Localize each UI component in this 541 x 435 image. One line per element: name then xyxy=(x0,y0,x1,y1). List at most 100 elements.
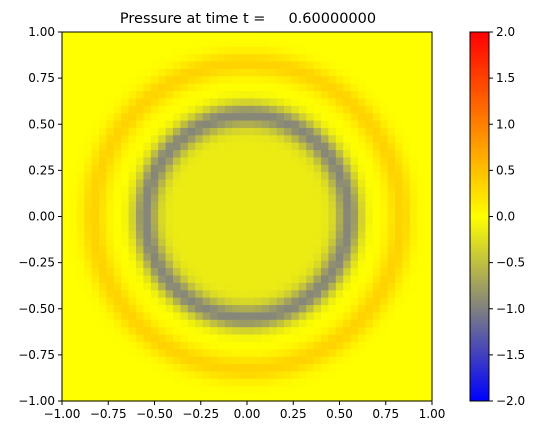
heatmap-cell xyxy=(402,334,411,343)
heatmap-cell xyxy=(358,290,366,299)
heatmap-cell xyxy=(224,334,233,343)
heatmap-cell xyxy=(202,223,211,232)
heatmap-cell xyxy=(128,186,137,195)
heatmap-cell xyxy=(180,305,189,314)
heatmap-cell xyxy=(417,113,426,122)
heatmap-cell xyxy=(321,216,329,225)
heatmap-cell xyxy=(409,246,418,254)
heatmap-cell xyxy=(69,76,78,85)
heatmap-cell xyxy=(321,54,329,63)
heatmap-cell xyxy=(69,290,78,299)
heatmap-cell xyxy=(365,201,374,210)
heatmap-cell xyxy=(143,282,152,291)
heatmap-cell xyxy=(69,349,78,358)
heatmap-cell xyxy=(417,157,426,166)
heatmap-cell xyxy=(217,83,226,92)
heatmap-cell xyxy=(313,246,322,254)
heatmap-cell xyxy=(76,120,85,129)
heatmap-cell xyxy=(380,98,389,107)
heatmap-cell xyxy=(76,172,85,181)
heatmap-cell xyxy=(210,378,218,387)
heatmap-cell xyxy=(150,91,159,100)
heatmap-cell xyxy=(136,83,144,92)
heatmap-cell xyxy=(232,223,241,232)
heatmap-cell xyxy=(313,105,322,114)
heatmap-cell xyxy=(328,319,337,328)
heatmap-cell xyxy=(417,179,426,188)
heatmap-cell xyxy=(210,349,218,358)
heatmap-cell xyxy=(247,223,255,232)
heatmap-cell xyxy=(99,150,107,159)
heatmap-cell xyxy=(335,68,344,77)
heatmap-cell xyxy=(417,223,426,232)
heatmap-cell xyxy=(210,113,218,122)
heatmap-cell xyxy=(202,297,211,306)
heatmap-cell xyxy=(395,32,403,40)
heatmap-cell xyxy=(195,113,204,122)
heatmap-cell xyxy=(372,268,381,277)
heatmap-cell xyxy=(76,378,85,387)
heatmap-cell xyxy=(91,157,100,166)
heatmap-cell xyxy=(269,113,278,122)
heatmap-cell xyxy=(380,201,389,210)
heatmap-cell xyxy=(306,297,315,306)
heatmap-cell xyxy=(321,349,329,358)
heatmap-cell xyxy=(247,39,255,48)
heatmap-cell xyxy=(424,113,433,122)
heatmap-cell xyxy=(417,334,426,343)
heatmap-cell xyxy=(269,371,278,380)
heatmap-cell xyxy=(409,238,418,247)
heatmap-cell xyxy=(321,150,329,159)
heatmap-cell xyxy=(291,120,300,129)
heatmap-cell xyxy=(232,386,241,395)
heatmap-cell xyxy=(91,76,100,85)
heatmap-cell xyxy=(173,223,181,232)
heatmap-cell xyxy=(269,120,278,129)
heatmap-cell xyxy=(417,246,426,254)
heatmap-cell xyxy=(106,378,115,387)
heatmap-cell xyxy=(291,238,300,247)
heatmap-cell xyxy=(358,253,366,262)
heatmap-cell xyxy=(335,186,344,195)
heatmap-cell xyxy=(291,164,300,173)
heatmap-cell xyxy=(173,386,181,395)
heatmap-cell xyxy=(372,127,381,136)
heatmap-cell xyxy=(424,297,433,306)
heatmap-cell xyxy=(291,179,300,188)
heatmap-cell xyxy=(224,76,233,85)
heatmap-cell xyxy=(417,120,426,129)
heatmap-cell xyxy=(365,39,374,48)
heatmap-cell xyxy=(128,113,137,122)
heatmap-cell xyxy=(62,297,70,306)
heatmap-cell xyxy=(202,68,211,77)
heatmap-cell xyxy=(372,341,381,350)
heatmap-cell xyxy=(417,268,426,277)
heatmap-cell xyxy=(298,39,307,48)
heatmap-cell xyxy=(187,179,196,188)
heatmap-cell xyxy=(358,157,366,166)
heatmap-cell xyxy=(321,223,329,232)
heatmap-cell xyxy=(158,349,167,358)
heatmap-cell xyxy=(195,223,204,232)
heatmap-cell xyxy=(76,98,85,107)
heatmap-cell xyxy=(158,341,167,350)
heatmap-cell xyxy=(239,135,248,144)
heatmap-cell xyxy=(84,386,93,395)
heatmap-cell xyxy=(358,39,366,48)
x-tick-label: −1.00 xyxy=(44,407,81,421)
heatmap-cell xyxy=(239,209,248,218)
heatmap-cell xyxy=(365,341,374,350)
heatmap-cell xyxy=(217,61,226,70)
heatmap-cell xyxy=(313,349,322,358)
heatmap-cell xyxy=(328,46,337,55)
heatmap-cell xyxy=(76,341,85,350)
heatmap-cell xyxy=(395,216,403,225)
heatmap-cell xyxy=(276,135,285,144)
heatmap-cell xyxy=(298,275,307,284)
heatmap-cell xyxy=(261,371,270,380)
heatmap-cell xyxy=(313,371,322,380)
heatmap-cell xyxy=(276,312,285,321)
heatmap-cell xyxy=(173,127,181,136)
heatmap-cell xyxy=(210,157,218,166)
heatmap-cell xyxy=(291,61,300,70)
